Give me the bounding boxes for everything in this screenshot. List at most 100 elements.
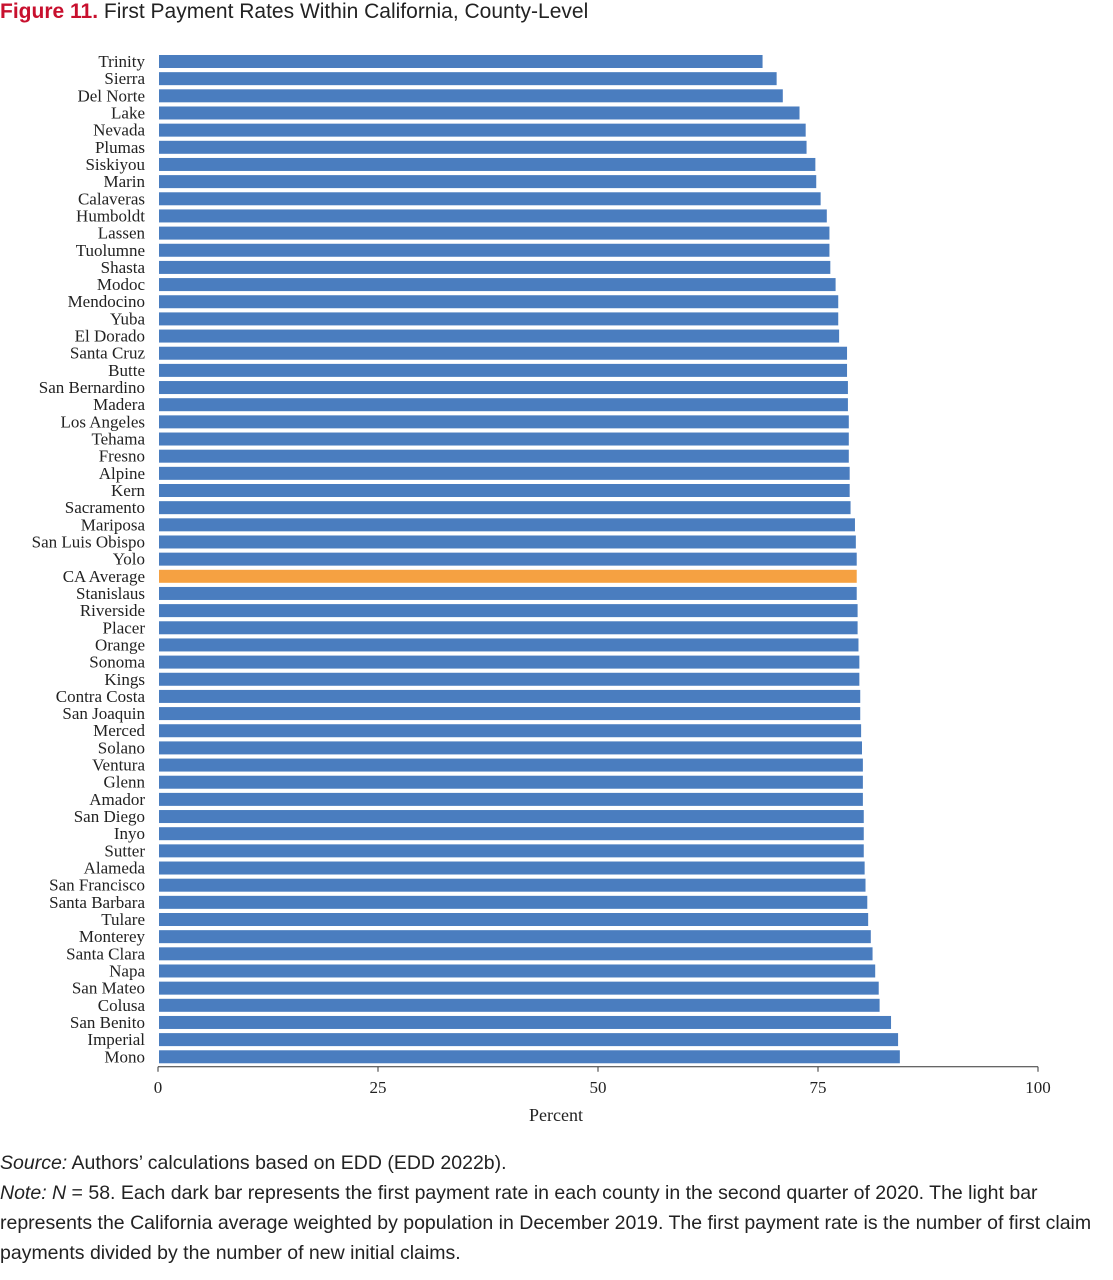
category-label-tehama: Tehama [91, 430, 145, 449]
bar-yuba [159, 312, 839, 326]
bar-san-francisco [159, 878, 866, 892]
category-label-sutter: Sutter [104, 841, 145, 860]
x-axis-ticks: 0 25 50 75 100 [154, 1066, 1051, 1097]
category-label-san-benito: San Benito [70, 1013, 145, 1032]
bar-los-angeles [159, 415, 849, 429]
category-label-san-diego: San Diego [74, 807, 145, 826]
bar-santa-clara [159, 947, 873, 961]
bar-sutter [159, 844, 864, 858]
x-axis-title: Percent [529, 1105, 583, 1125]
source-label: Source: [0, 1152, 68, 1174]
note-body: = 58. Each dark bar represents the first… [0, 1182, 1092, 1264]
x-tick-label: 75 [810, 1078, 827, 1097]
category-label-fresno: Fresno [99, 447, 145, 466]
figure-number: Figure 11. [0, 0, 99, 23]
category-label-kings: Kings [104, 670, 145, 689]
bar-kern [159, 484, 850, 497]
bar-tulare [159, 913, 869, 926]
bar-santa-barbara [159, 895, 868, 909]
bar-alameda [159, 861, 865, 875]
bar-kings [159, 672, 860, 686]
bar-napa [159, 964, 876, 978]
category-label-yolo: Yolo [113, 550, 145, 569]
category-label-santa-cruz: Santa Cruz [70, 344, 146, 363]
x-tick-label: 50 [590, 1078, 607, 1097]
category-label-los-angeles: Los Angeles [60, 412, 145, 431]
bar-riverside [159, 604, 858, 618]
bar-sacramento [159, 501, 851, 515]
x-tick-label: 0 [154, 1078, 163, 1097]
category-label-santa-barbara: Santa Barbara [49, 893, 145, 912]
category-label-san-mateo: San Mateo [72, 979, 145, 998]
category-label-amador: Amador [89, 790, 145, 809]
bar-fresno [159, 449, 849, 463]
figure-title-text: First Payment Rates Within California, C… [103, 0, 589, 23]
bar-ventura [159, 758, 863, 772]
bar-group [159, 55, 900, 1064]
note-text: Note: N = 58. Each dark bar represents t… [0, 1178, 1113, 1268]
category-label-ventura: Ventura [92, 756, 145, 775]
bar-colusa [159, 998, 880, 1012]
category-label-colusa: Colusa [98, 996, 146, 1015]
category-label-yuba: Yuba [110, 309, 145, 328]
bar-marin [159, 175, 817, 189]
bar-lassen [159, 226, 830, 240]
category-label-shasta: Shasta [101, 258, 146, 277]
category-label-lake: Lake [111, 103, 145, 122]
category-label-humboldt: Humboldt [76, 206, 145, 225]
bar-trinity [159, 55, 763, 68]
category-label-calaveras: Calaveras [78, 189, 145, 208]
bar-placer [159, 621, 858, 635]
category-label-placer: Placer [103, 618, 146, 637]
bar-mariposa [159, 518, 855, 532]
bar-orange [159, 638, 859, 652]
bar-san-diego [159, 810, 864, 824]
bar-monterey [159, 930, 871, 944]
category-label-solano: Solano [98, 738, 145, 757]
bar-imperial [159, 1033, 899, 1047]
category-label-modoc: Modoc [97, 275, 146, 294]
category-label-mendocino: Mendocino [68, 292, 145, 311]
category-label-orange: Orange [95, 635, 145, 654]
bar-madera [159, 398, 848, 412]
category-label-sacramento: Sacramento [65, 498, 145, 517]
bar-contra-costa [159, 689, 861, 703]
bar-glenn [159, 775, 863, 789]
category-label-kern: Kern [111, 481, 145, 500]
x-tick-label: 100 [1025, 1078, 1051, 1097]
category-label-san-joaquin: San Joaquin [62, 704, 145, 723]
footnotes: Source: Authors’ calculations based on E… [0, 1148, 1113, 1268]
bar-del-norte [159, 89, 783, 103]
bar-merced [159, 724, 862, 738]
bar-el-dorado [159, 329, 840, 343]
category-label-alpine: Alpine [99, 464, 145, 483]
bar-ca-average [159, 569, 857, 583]
bar-mendocino [159, 295, 839, 309]
category-label-riverside: Riverside [80, 601, 145, 620]
bar-sierra [159, 72, 777, 86]
bar-humboldt [159, 209, 827, 223]
figure-title: Figure 11. First Payment Rates Within Ca… [0, 0, 588, 24]
category-label-siskiyou: Siskiyou [85, 155, 145, 174]
bar-tehama [159, 432, 849, 446]
category-label-tuolumne: Tuolumne [76, 241, 145, 260]
bar-calaveras [159, 192, 821, 206]
category-label-tulare: Tulare [101, 910, 145, 929]
bar-san-joaquin [159, 707, 861, 721]
note-n: N [52, 1182, 67, 1204]
category-label-sierra: Sierra [104, 69, 145, 88]
category-label-nevada: Nevada [93, 121, 145, 140]
bar-inyo [159, 827, 864, 841]
bar-plumas [159, 140, 807, 154]
bar-san-mateo [159, 981, 879, 995]
category-label-lassen: Lassen [98, 224, 146, 243]
bar-stanislaus [159, 586, 857, 600]
category-label-mariposa: Mariposa [81, 515, 146, 534]
bar-mono [159, 1050, 900, 1064]
bar-amador [159, 792, 863, 806]
category-label-stanislaus: Stanislaus [76, 584, 145, 603]
category-label-san-bernardino: San Bernardino [39, 378, 145, 397]
category-label-inyo: Inyo [114, 824, 145, 843]
bar-sonoma [159, 655, 860, 669]
bar-san-benito [159, 1015, 892, 1029]
